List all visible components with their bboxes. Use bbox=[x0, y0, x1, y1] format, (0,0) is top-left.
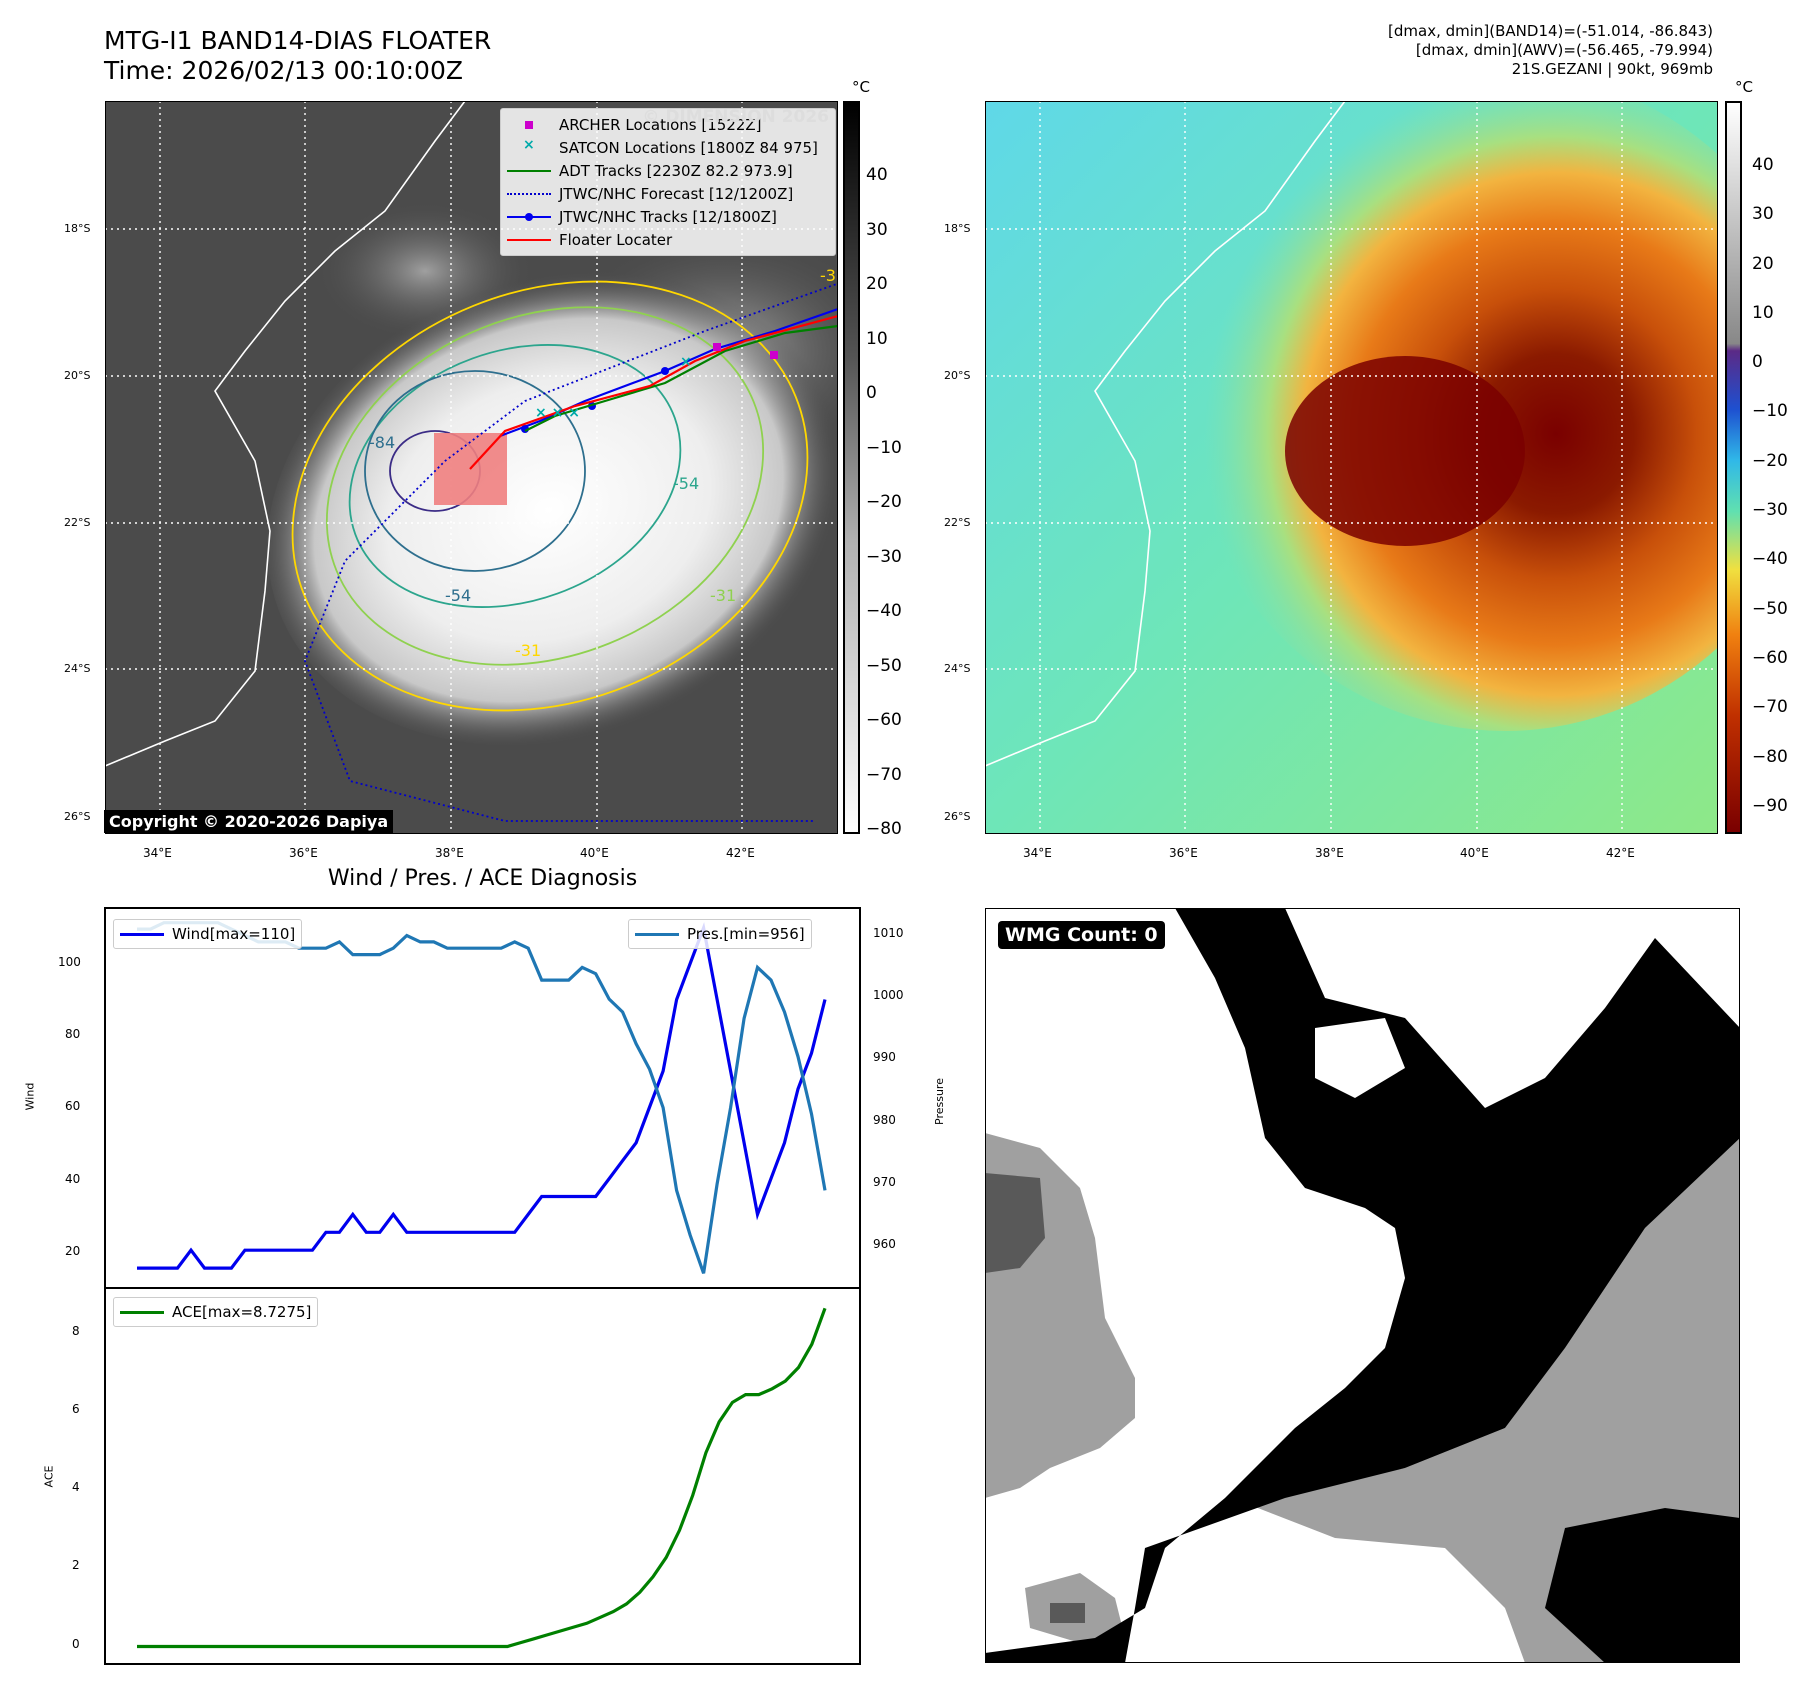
lon-label: 42°E bbox=[726, 846, 755, 860]
pres-legend-label: Pres.[min=956] bbox=[687, 925, 805, 943]
legend-forecast: JTWC/NHC Forecast [12/1200Z] bbox=[507, 182, 829, 205]
contour-label: -84 bbox=[369, 433, 395, 452]
stats-band14: [dmax, dmin](BAND14)=(-51.014, -86.843) bbox=[1388, 22, 1713, 40]
contour-label: -31 bbox=[515, 641, 541, 660]
pres-tick: 980 bbox=[873, 1113, 896, 1127]
legend-satcon: × SATCON Locations [1800Z 84 975] bbox=[507, 136, 829, 159]
wmg-panel bbox=[985, 908, 1740, 1663]
legend-floater-label: Floater Locater bbox=[559, 230, 673, 249]
wind-legend: Wind[max=110] bbox=[113, 919, 303, 949]
line-icon bbox=[635, 927, 679, 941]
ace-legend: ACE[max=8.7275] bbox=[113, 1297, 319, 1327]
lon-label: 40°E bbox=[580, 846, 609, 860]
lat-label: 18°S bbox=[64, 222, 91, 235]
line-icon bbox=[507, 164, 551, 178]
lat-label: 26°S bbox=[944, 810, 971, 823]
watermark: © DIMENSION 2026 bbox=[642, 107, 829, 127]
line-icon bbox=[120, 927, 164, 941]
pres-tick: 960 bbox=[873, 1237, 896, 1251]
wind-tick: 60 bbox=[65, 1099, 81, 1113]
legend-archer-label: ARCHER Locations [1522Z] bbox=[559, 115, 762, 134]
colorbar-awv bbox=[1725, 101, 1742, 834]
pres-tick: 1010 bbox=[873, 926, 904, 940]
lat-label: 24°S bbox=[64, 662, 91, 675]
lon-label: 42°E bbox=[1606, 846, 1635, 860]
line-icon bbox=[120, 1305, 164, 1319]
colorbar-gray bbox=[843, 101, 860, 834]
lat-label: 22°S bbox=[64, 516, 91, 529]
line-dot-icon bbox=[507, 210, 551, 224]
ace-tick: 8 bbox=[72, 1324, 80, 1338]
line-icon bbox=[507, 233, 551, 247]
dotted-line-icon bbox=[507, 187, 551, 201]
legend-adt-label: ADT Tracks [2230Z 82.2 973.9] bbox=[559, 161, 793, 180]
colorbar-unit: °C bbox=[1735, 78, 1753, 96]
svg-text:×: × bbox=[680, 354, 692, 370]
x-marker-icon: × bbox=[523, 136, 535, 153]
contour-label: -54 bbox=[673, 474, 699, 493]
lat-label: 20°S bbox=[64, 369, 91, 382]
legend-adt: ADT Tracks [2230Z 82.2 973.9] bbox=[507, 159, 829, 182]
colorbar-unit: °C bbox=[852, 78, 870, 96]
ace-tick: 6 bbox=[72, 1402, 80, 1416]
lat-label: 24°S bbox=[944, 662, 971, 675]
pres-tick: 970 bbox=[873, 1175, 896, 1189]
contour-label: -31 bbox=[820, 266, 838, 285]
contour-label: -31 bbox=[710, 586, 736, 605]
lat-label: 18°S bbox=[944, 222, 971, 235]
ace-tick: 0 bbox=[72, 1637, 80, 1651]
awv-map-panel bbox=[985, 101, 1718, 834]
lon-label: 34°E bbox=[1023, 846, 1052, 860]
wmg-count-badge: WMG Count: 0 bbox=[998, 921, 1165, 949]
legend-jtwc-label: JTWC/NHC Tracks [12/1800Z] bbox=[559, 207, 777, 226]
copyright-badge: Copyright © 2020-2026 Dapiya bbox=[104, 810, 394, 833]
lat-label: 20°S bbox=[944, 369, 971, 382]
legend-jtwc: JTWC/NHC Tracks [12/1800Z] bbox=[507, 205, 829, 228]
stats-awv: [dmax, dmin](AWV)=(-56.465, -79.994) bbox=[1415, 41, 1713, 59]
svg-text:× × ×: × × × bbox=[535, 405, 580, 421]
pressure-series-line bbox=[137, 921, 827, 1274]
lat-label: 26°S bbox=[64, 810, 91, 823]
legend-floater: Floater Locater bbox=[507, 228, 829, 251]
ace-tick: 4 bbox=[72, 1480, 80, 1494]
colorbar-ticks-left: 40 30 20 10 0 −10 −20 −30 −40 −50 −60 −7… bbox=[866, 165, 902, 839]
pres-tick: 1000 bbox=[873, 988, 904, 1002]
ace-tick: 2 bbox=[72, 1558, 80, 1572]
legend-satcon-label: SATCON Locations [1800Z 84 975] bbox=[559, 138, 818, 157]
pres-legend: Pres.[min=956] bbox=[628, 919, 812, 949]
lon-label: 38°E bbox=[435, 846, 464, 860]
lat-label: 22°S bbox=[944, 516, 971, 529]
title-line-2: Time: 2026/02/13 00:10:00Z bbox=[104, 56, 463, 85]
legend-archer: ARCHER Locations [1522Z] bbox=[507, 113, 829, 136]
lon-label: 40°E bbox=[1460, 846, 1489, 860]
wind-tick: 100 bbox=[58, 955, 81, 969]
stats-storm: 21S.GEZANI | 90kt, 969mb bbox=[1511, 60, 1713, 78]
pres-ylabel: Pressure bbox=[932, 1078, 946, 1125]
figure-stats: [dmax, dmin](BAND14)=(-51.014, -86.843) … bbox=[1388, 22, 1713, 79]
wind-tick: 20 bbox=[65, 1244, 81, 1258]
legend-forecast-label: JTWC/NHC Forecast [12/1200Z] bbox=[559, 184, 794, 203]
ace-ylabel: ACE bbox=[42, 1465, 56, 1488]
figure-title: MTG-I1 BAND14-DIAS FLOATER Time: 2026/02… bbox=[104, 26, 491, 86]
wind-tick: 40 bbox=[65, 1172, 81, 1186]
square-marker-icon bbox=[507, 118, 551, 132]
diag-title: Wind / Pres. / ACE Diagnosis bbox=[327, 866, 638, 891]
pres-tick: 990 bbox=[873, 1050, 896, 1064]
colorbar-ticks-right: 40 30 20 10 0 −10 −20 −30 −40 −50 −60 −7… bbox=[1752, 155, 1788, 816]
title-line-1: MTG-I1 BAND14-DIAS FLOATER bbox=[104, 26, 492, 55]
lon-label: 36°E bbox=[289, 846, 318, 860]
lon-label: 36°E bbox=[1169, 846, 1198, 860]
wind-ylabel: Wind bbox=[23, 1082, 37, 1111]
wind-series-line bbox=[137, 921, 827, 1270]
map-legend: © DIMENSION 2026 ARCHER Locations [1522Z… bbox=[500, 107, 836, 256]
wind-legend-label: Wind[max=110] bbox=[172, 925, 296, 943]
wind-tick: 80 bbox=[65, 1027, 81, 1041]
ace-legend-label: ACE[max=8.7275] bbox=[172, 1303, 312, 1321]
lon-label: 38°E bbox=[1315, 846, 1344, 860]
lon-label: 34°E bbox=[143, 846, 172, 860]
ace-series-line bbox=[137, 1307, 827, 1649]
